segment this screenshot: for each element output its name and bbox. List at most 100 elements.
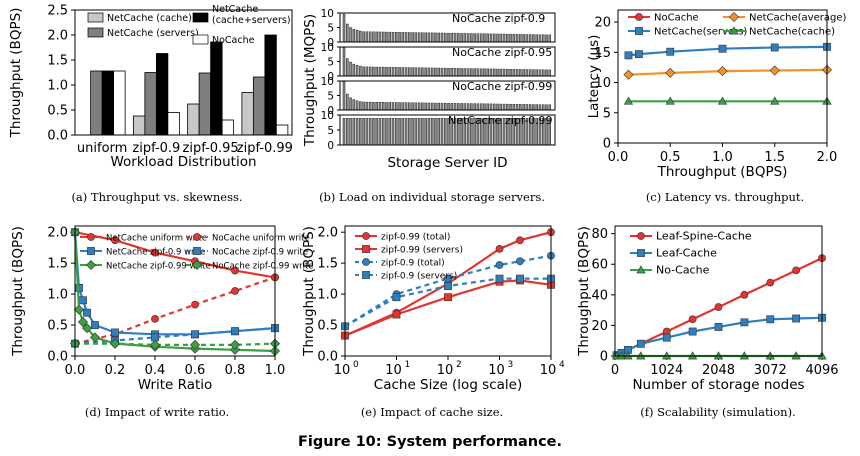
e-ytick-label: 0.0: [317, 350, 338, 365]
f-xtick-label: 1024: [650, 363, 683, 378]
f-point: [662, 333, 671, 342]
c-frame: [617, 9, 828, 144]
b-bar: [535, 104, 538, 111]
b-bar: [378, 118, 382, 146]
d-ytick-label: 0.5: [47, 319, 68, 334]
b-bar: [466, 33, 470, 43]
b-bar: [483, 33, 486, 43]
e-xtick-label: 10: [540, 363, 557, 378]
f-xtick-label: 3072: [754, 363, 787, 378]
b-panel-frame: [339, 46, 556, 77]
b-bar: [528, 69, 532, 77]
b-bar: [525, 34, 529, 43]
b-bar: [519, 69, 522, 77]
d-point: [149, 339, 161, 350]
b-bar: [411, 118, 414, 146]
d-point: [151, 314, 159, 323]
b-bar: [362, 31, 365, 43]
f-point: [740, 318, 749, 327]
b-bar: [385, 102, 388, 111]
b-bar: [545, 104, 548, 111]
e-legend-marker: [362, 232, 370, 240]
b-bar: [372, 31, 375, 43]
b-bar: [414, 102, 418, 111]
d-series-line: [74, 276, 276, 345]
b-bar: [381, 118, 385, 146]
c-series-line: [628, 68, 828, 76]
b-bar: [479, 68, 483, 77]
b-bar: [421, 67, 424, 77]
b-bar: [473, 103, 476, 111]
c-point: [769, 65, 780, 76]
caption-c: (c) Latency vs. throughput.: [646, 190, 804, 204]
b-bar: [375, 31, 378, 43]
e-point: [444, 282, 452, 290]
b-bar: [349, 27, 352, 43]
f-point: [688, 315, 697, 324]
b-bar: [424, 102, 427, 111]
a-bar: [155, 53, 169, 136]
b-bar: [401, 102, 405, 111]
b-bar: [362, 66, 365, 77]
c-legend-marker: [635, 13, 643, 21]
b-bar: [532, 34, 535, 43]
b-bar: [430, 118, 434, 146]
b-bar: [404, 118, 408, 146]
b-bar: [515, 104, 519, 111]
b-bar: [372, 101, 375, 111]
e-point: [495, 274, 504, 283]
e-point: [495, 245, 504, 253]
b-bar: [509, 103, 512, 111]
d-legend-marker: [87, 247, 95, 255]
e-xtick-exponent: 2: [456, 360, 462, 370]
b-bar: [381, 66, 385, 77]
b-bar: [421, 118, 424, 146]
a-legend-label: (cache+servers): [212, 15, 291, 26]
f-xtick-label: 4096: [805, 363, 838, 378]
b-bar: [375, 101, 378, 111]
e-series-line: [344, 254, 552, 328]
b-panel-frame: [339, 80, 556, 111]
b-bar: [414, 67, 418, 77]
b-bar: [545, 34, 548, 43]
b-bar: [408, 102, 411, 111]
b-bar: [506, 33, 509, 43]
b-bar: [365, 66, 369, 77]
b-bar: [430, 32, 434, 43]
c-point: [634, 50, 643, 59]
a-legend-label: NetCache (servers): [107, 28, 199, 39]
a-xtick-label: zipf-0.95: [183, 141, 239, 156]
a-bar: [210, 41, 223, 136]
b-bar: [342, 81, 346, 111]
f-legend-marker: [637, 232, 645, 240]
b-bar: [515, 69, 519, 77]
e-legend-marker: [362, 258, 370, 266]
d-series-line: [74, 231, 276, 279]
b-bar: [486, 103, 489, 111]
b-ytick-label: 5: [327, 57, 334, 69]
b-bar: [470, 68, 473, 77]
b-bar: [401, 118, 405, 146]
a-ytick-label: 2.5: [47, 4, 68, 19]
e-frame: [344, 225, 552, 357]
f-point: [714, 323, 723, 331]
d-point: [81, 323, 93, 334]
b-bar: [372, 118, 375, 146]
b-bar: [359, 30, 362, 43]
b-bar: [362, 118, 365, 146]
b-bar: [535, 69, 538, 77]
d-point: [77, 316, 89, 327]
d-point: [91, 321, 99, 329]
b-bar: [398, 32, 401, 43]
b-bar: [408, 118, 411, 146]
c-point: [717, 66, 728, 77]
b-bar: [427, 32, 431, 43]
e-series-line: [344, 277, 551, 328]
b-bar: [434, 118, 437, 146]
b-bar: [447, 32, 450, 43]
e-xtick-label: 10: [488, 363, 505, 378]
c-point: [623, 96, 634, 105]
e-xtick-label: 10: [385, 363, 402, 378]
b-bar: [346, 23, 349, 43]
